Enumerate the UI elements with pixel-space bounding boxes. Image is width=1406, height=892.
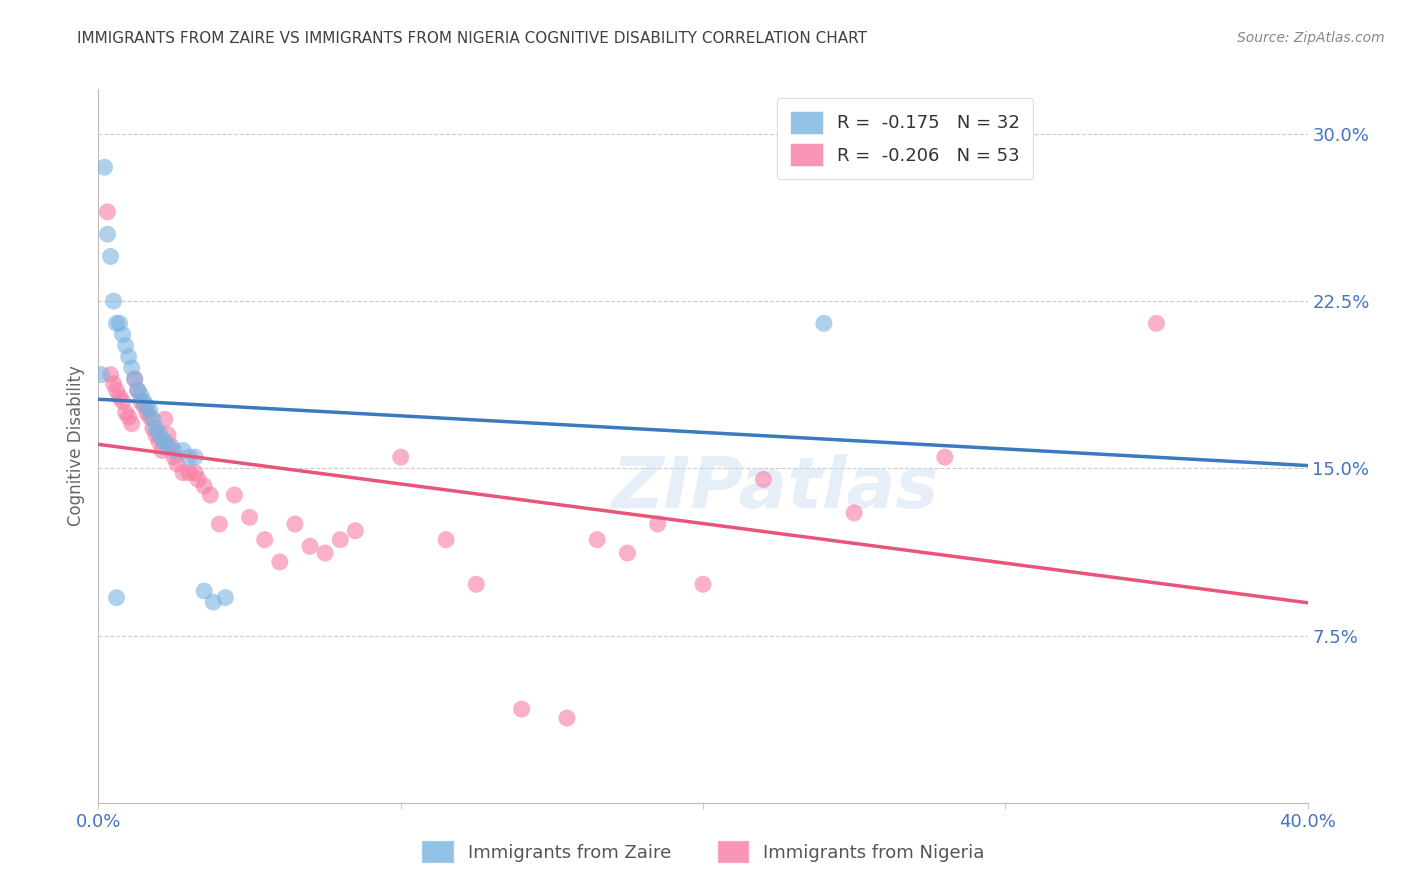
Point [145,421,167,435]
Point [135,405,157,419]
Point [179,450,201,464]
Point [934,450,956,464]
Point [156,439,179,453]
Point [96,227,118,241]
Point [124,372,146,386]
Point [111,394,134,409]
Point [184,450,207,464]
Point [111,327,134,342]
Point [166,457,188,471]
Point [179,466,201,480]
Point [153,412,176,426]
Point [344,524,367,538]
Point [200,488,222,502]
Point [118,350,141,364]
Point [239,510,262,524]
Point [148,425,170,440]
Point [160,439,183,453]
Point [647,516,669,531]
Point [105,316,128,330]
Point [127,384,149,398]
Point [105,591,128,605]
Point [616,546,638,560]
Text: Source: ZipAtlas.com: Source: ZipAtlas.com [1237,31,1385,45]
Point [193,583,215,598]
Point [389,450,412,464]
Point [100,368,122,382]
Point [314,546,336,560]
Point [434,533,457,547]
Point [555,711,578,725]
Point [208,516,231,531]
Y-axis label: Cognitive Disability: Cognitive Disability [66,366,84,526]
Point [100,249,122,264]
Point [108,316,131,330]
Point [114,405,136,419]
Point [253,533,276,547]
Text: ZIPatlas: ZIPatlas [612,454,939,524]
Point [224,488,246,502]
Point [187,473,209,487]
Point [114,338,136,352]
Point [586,533,609,547]
Point [142,421,165,435]
Point [129,394,152,409]
Point [139,409,162,424]
Point [465,577,488,591]
Point [103,376,125,391]
Point [124,372,146,386]
Point [1144,316,1167,330]
Point [329,533,352,547]
Point [148,434,170,449]
Point [269,555,291,569]
Point [96,204,118,219]
Point [108,390,131,404]
Point [118,409,141,424]
Point [153,434,176,449]
Point [193,479,215,493]
Point [150,443,173,458]
Point [172,443,194,458]
Point [127,384,149,398]
Point [214,591,236,605]
Point [692,577,714,591]
Point [813,316,835,330]
Legend: Immigrants from Zaire, Immigrants from Nigeria: Immigrants from Zaire, Immigrants from N… [412,831,994,872]
Point [172,466,194,480]
Point [132,399,155,413]
Point [103,293,125,308]
Point [163,450,186,464]
Point [139,403,162,417]
Point [121,360,143,375]
Point [129,387,152,401]
Point [135,399,157,413]
Point [163,443,186,458]
Point [142,412,165,426]
Point [145,427,167,442]
Point [284,516,307,531]
Point [105,384,128,398]
Point [132,394,155,409]
Point [121,417,143,431]
Text: IMMIGRANTS FROM ZAIRE VS IMMIGRANTS FROM NIGERIA COGNITIVE DISABILITY CORRELATIO: IMMIGRANTS FROM ZAIRE VS IMMIGRANTS FROM… [77,31,868,46]
Point [844,506,866,520]
Point [156,427,179,442]
Point [90,368,112,382]
Point [299,539,322,553]
Point [752,473,775,487]
Point [202,595,225,609]
Point [93,161,115,175]
Point [184,466,207,480]
Point [510,702,533,716]
Point [150,432,173,446]
